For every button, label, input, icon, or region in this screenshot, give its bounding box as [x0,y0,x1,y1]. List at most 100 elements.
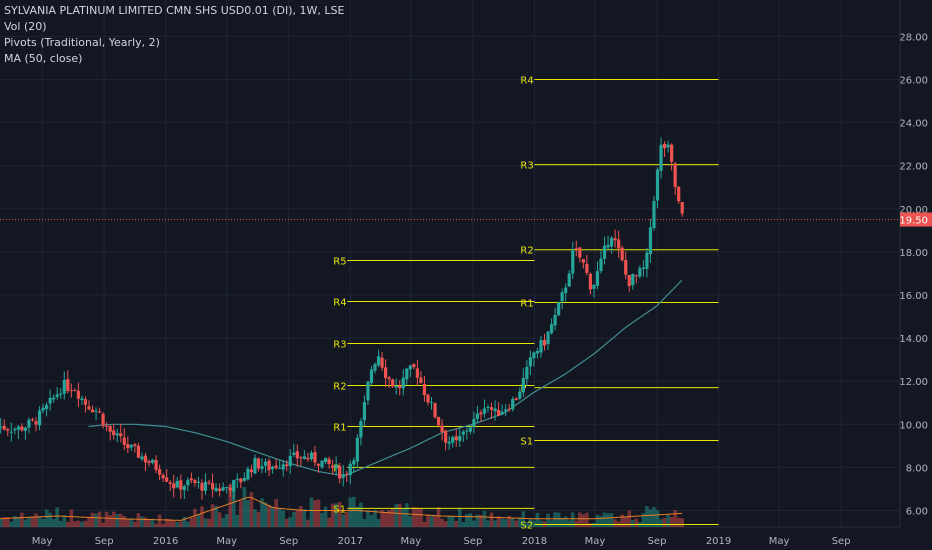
volume-bar [599,515,603,527]
volume-bar [94,513,98,527]
candle-body [475,413,480,419]
candle-body [387,377,391,380]
volume-bar [288,517,293,527]
volume-bar [157,514,162,527]
volume-bar [161,523,165,527]
candle-body [415,368,419,378]
volume-bar [517,517,522,527]
candle-body [369,369,374,383]
volume-bar [454,520,459,527]
volume-bar [486,520,490,527]
indicator-vol[interactable]: Vol (20) [4,20,47,33]
candle-body [528,357,532,367]
pivot-label: R3 [520,161,533,172]
candle-body [500,411,504,415]
volume-bar [493,520,497,527]
candle-body [638,268,642,277]
candle-body [101,413,105,426]
volume-bar [341,514,346,527]
x-tick-label: Sep [279,536,298,547]
candle-body [454,436,458,441]
volume-bar [507,515,511,527]
volume-bar [369,514,374,527]
candle-body [210,483,215,490]
x-tick-label: May [769,536,790,547]
x-tick-label: Sep [832,536,851,547]
volume-bar [334,503,338,527]
volume-bar [309,497,314,527]
candle-body [659,144,663,171]
candle-body [133,444,137,446]
candles [0,137,684,500]
volume-bar [553,512,557,527]
volume-bar [585,512,589,527]
indicator-pivots[interactable]: Pivots (Traditional, Yearly, 2) [4,36,160,49]
indicator-ma[interactable]: MA (50, close) [4,52,83,65]
candle-body [436,416,441,426]
candle-body [147,461,151,464]
volume-bar [461,522,466,527]
volume-bar [196,514,201,527]
candle-body [292,452,296,455]
volume-bar [440,518,444,527]
candle-body [249,469,254,473]
candle-body [472,418,476,427]
candle-body [313,452,317,463]
candle-body [87,406,91,410]
x-tick-label: 2017 [338,536,363,547]
volume-bar [5,517,10,527]
volume-bar [373,509,377,527]
candle-body [422,384,427,396]
volume-bar [182,516,187,527]
candle-body [419,377,423,383]
candle-body [352,460,356,465]
candle-body [228,487,232,491]
candle-body [560,292,564,302]
volume-bar [295,509,300,527]
candle-body [193,479,197,484]
candle-body [6,429,10,431]
candle-body [458,435,462,441]
volume-bar [362,519,367,527]
volume-bar [652,506,656,527]
candle-body [518,391,522,399]
y-tick-label: 6.00 [906,507,928,518]
candle-body [532,352,536,359]
volume-bar [662,518,667,527]
volume-bar [140,516,144,527]
volume-bar [479,514,483,527]
candle-body [221,487,225,491]
volume-bar [126,518,130,527]
candle-body [214,487,218,491]
candle-body [373,364,377,371]
candle-body [306,457,310,460]
candle-body [126,444,130,449]
candle-body [595,271,600,286]
candle-body [641,267,645,269]
volume-bar [475,514,480,527]
candle-body [564,287,568,294]
candle-body [617,239,621,249]
candle-body [525,366,529,380]
candle-body [52,397,56,400]
volume-bar [80,521,84,527]
candle-body [41,407,45,411]
volume-bar [281,510,285,527]
volume-bar [231,482,236,527]
volume-bar [69,509,74,527]
candle-body [362,402,367,421]
pivot-label: R1 [520,299,533,310]
candle-body [150,459,155,463]
candle-body [274,465,278,468]
volume-bar [30,516,35,527]
volume-bar [366,510,370,527]
volume-bar [48,512,52,527]
candle-body [624,260,628,275]
volume-bar [274,499,278,527]
candle-body [207,482,211,484]
last-price-label: 19.50 [899,216,928,227]
candle-body [567,273,571,287]
candle-body [574,248,578,250]
volume-bar [514,520,519,527]
